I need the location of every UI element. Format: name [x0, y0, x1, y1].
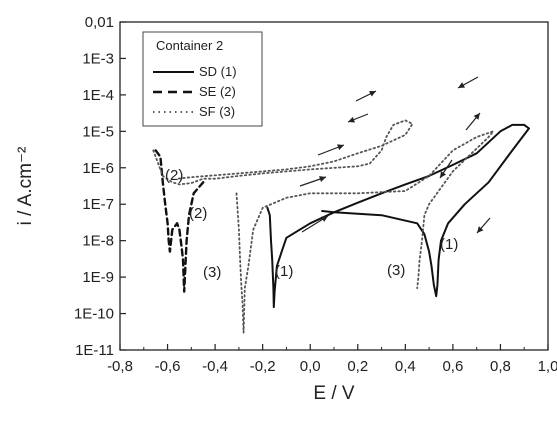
y-tick-label: 1E-8 [82, 233, 114, 250]
legend-title: Container 2 [156, 38, 223, 53]
x-tick-label: -0,6 [155, 358, 181, 375]
y-tick-label: 1E-9 [82, 269, 114, 286]
x-tick-label: -0,8 [107, 358, 133, 375]
arrow-head [369, 91, 376, 97]
x-tick-label: 1,0 [538, 358, 557, 375]
x-axis: -0,8 -0,6 -0,4 -0,2 0,0 0,2 0,4 0,6 0,8 1,0 [107, 344, 557, 375]
annotation-sd-1-left: (1) [275, 263, 293, 280]
legend: Container 2 SD (1) SE (2) SF (3) [142, 31, 263, 127]
series-line-solid-reverse [321, 123, 530, 298]
legend-box [142, 31, 263, 127]
y-tick-label: 1E-5 [82, 123, 114, 140]
x-tick-label: 0,0 [300, 358, 321, 375]
arrow-head [440, 171, 447, 178]
direction-arrows [299, 76, 491, 234]
y-axis-title: i / A.cm⁻² [15, 147, 36, 226]
annotation-se-2-upper: (2) [165, 167, 183, 184]
y-tick-label: 1E-4 [82, 87, 114, 104]
annotation-se-2-lower: (2) [189, 205, 207, 222]
legend-entry-sd: SD (1) [199, 64, 237, 79]
x-tick-label: -0,4 [202, 358, 228, 375]
legend-entry-sf: SF (3) [199, 104, 235, 119]
annotation-sf-3-left: (3) [203, 264, 221, 281]
x-tick-label: 0,4 [395, 358, 416, 375]
series-line-dashed-forward [154, 149, 205, 293]
arrow-head [458, 82, 465, 88]
arrow-head [337, 144, 344, 151]
arrow-head [348, 116, 355, 123]
x-tick-label: 0,6 [442, 358, 463, 375]
y-tick-label: 1E-11 [75, 342, 114, 359]
legend-entry-se: SE (2) [199, 84, 236, 99]
x-tick-label: 0,2 [347, 358, 368, 375]
y-axis: 0,01 1E-3 1E-4 1E-5 1E-6 1E-7 1E-8 1E-9 1E-10 1E-… [74, 14, 126, 359]
y-tick-label: 1E-10 [74, 306, 114, 323]
series-line-dotted-reverse [235, 130, 495, 334]
arrow-head [473, 113, 480, 120]
x-tick-label: -0,2 [250, 358, 276, 375]
arrow-head [477, 226, 484, 233]
arrow-head [319, 176, 326, 182]
y-tick-label: 1E-7 [82, 196, 114, 213]
arrow-head [321, 216, 328, 222]
y-tick-label: 1E-6 [82, 160, 114, 177]
annotation-sf-3-right: (3) [387, 262, 405, 279]
series-line-dotted-forward [152, 119, 414, 186]
annotation-sd-1-right: (1) [440, 236, 458, 253]
x-tick-label: 0,8 [490, 358, 511, 375]
y-tick-label: 0,01 [85, 14, 114, 31]
x-axis-title: E / V [313, 383, 355, 404]
y-tick-label: 1E-3 [82, 50, 114, 67]
